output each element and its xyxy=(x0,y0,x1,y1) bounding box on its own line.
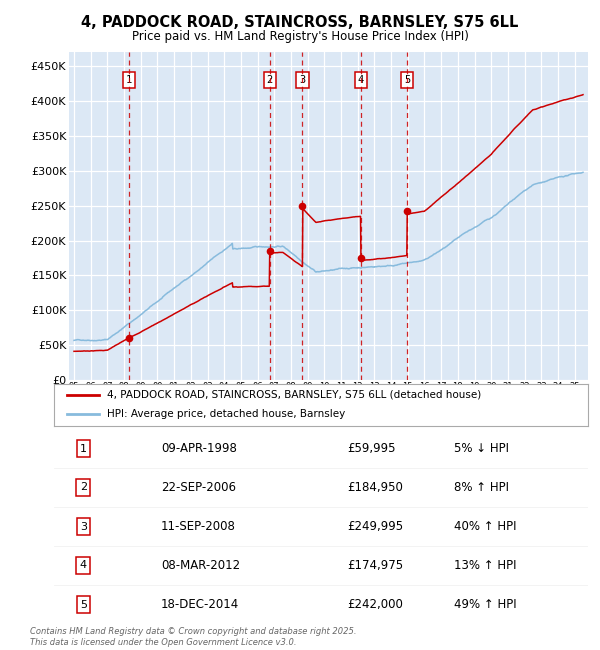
Text: 4, PADDOCK ROAD, STAINCROSS, BARNSLEY, S75 6LL: 4, PADDOCK ROAD, STAINCROSS, BARNSLEY, S… xyxy=(82,15,518,31)
Text: 09-APR-1998: 09-APR-1998 xyxy=(161,442,236,455)
Text: 4: 4 xyxy=(358,75,364,85)
Text: 49% ↑ HPI: 49% ↑ HPI xyxy=(455,598,517,611)
Text: 3: 3 xyxy=(299,75,305,85)
Text: 5% ↓ HPI: 5% ↓ HPI xyxy=(455,442,509,455)
Text: 2: 2 xyxy=(80,482,87,493)
Text: HPI: Average price, detached house, Barnsley: HPI: Average price, detached house, Barn… xyxy=(107,410,346,419)
Text: 08-MAR-2012: 08-MAR-2012 xyxy=(161,559,240,572)
Text: £249,995: £249,995 xyxy=(348,520,404,533)
Text: £174,975: £174,975 xyxy=(348,559,404,572)
Text: 8% ↑ HPI: 8% ↑ HPI xyxy=(455,481,509,494)
Text: Price paid vs. HM Land Registry's House Price Index (HPI): Price paid vs. HM Land Registry's House … xyxy=(131,30,469,43)
Text: 22-SEP-2006: 22-SEP-2006 xyxy=(161,481,236,494)
Text: 13% ↑ HPI: 13% ↑ HPI xyxy=(455,559,517,572)
Text: 40% ↑ HPI: 40% ↑ HPI xyxy=(455,520,517,533)
Text: £242,000: £242,000 xyxy=(348,598,404,611)
Text: 3: 3 xyxy=(80,521,87,532)
Text: 18-DEC-2014: 18-DEC-2014 xyxy=(161,598,239,611)
Text: 1: 1 xyxy=(125,75,132,85)
Text: 11-SEP-2008: 11-SEP-2008 xyxy=(161,520,236,533)
Text: £59,995: £59,995 xyxy=(348,442,396,455)
Text: 5: 5 xyxy=(404,75,410,85)
Text: 4: 4 xyxy=(80,560,87,571)
Text: £184,950: £184,950 xyxy=(348,481,404,494)
Text: 1: 1 xyxy=(80,443,87,454)
Text: 2: 2 xyxy=(266,75,273,85)
Text: 4, PADDOCK ROAD, STAINCROSS, BARNSLEY, S75 6LL (detached house): 4, PADDOCK ROAD, STAINCROSS, BARNSLEY, S… xyxy=(107,390,482,400)
Text: Contains HM Land Registry data © Crown copyright and database right 2025.
This d: Contains HM Land Registry data © Crown c… xyxy=(30,627,356,647)
Text: 5: 5 xyxy=(80,599,87,610)
